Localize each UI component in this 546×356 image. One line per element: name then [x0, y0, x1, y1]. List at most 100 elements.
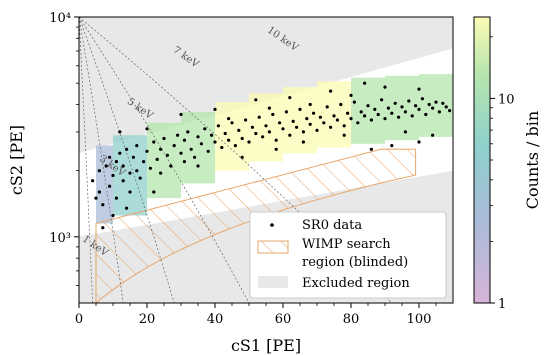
data-point: [332, 114, 336, 118]
data-point: [159, 147, 163, 151]
wimp-search-region: [95, 148, 417, 303]
data-point: [135, 144, 139, 148]
data-point: [342, 133, 346, 137]
y-axis-label: cS2 [PE]: [7, 125, 26, 195]
data-point: [376, 112, 380, 117]
data-point: [230, 121, 234, 125]
legend-label-excluded: Excluded region: [302, 276, 410, 291]
data-point: [397, 115, 401, 119]
data-point: [179, 151, 183, 155]
colorbar-gradient: [473, 16, 491, 304]
data-point: [125, 206, 129, 210]
data-point: [152, 190, 156, 194]
data-point: [233, 144, 237, 148]
data-point: [237, 128, 241, 132]
data-point: [101, 203, 105, 207]
data-point: [97, 190, 101, 194]
energy-contour: [79, 17, 93, 303]
data-point: [281, 127, 285, 131]
data-point: [213, 107, 217, 111]
data-point: [128, 171, 132, 175]
data-point: [410, 114, 414, 118]
data-point: [165, 153, 169, 157]
data-point: [189, 147, 193, 151]
data-point: [199, 142, 203, 146]
colorbar-tick-label: 10: [498, 92, 515, 107]
data-point: [250, 125, 254, 129]
data-point: [301, 140, 305, 144]
data-point: [431, 106, 435, 110]
data-point: [390, 144, 394, 148]
data-point: [114, 196, 118, 200]
data-point: [142, 160, 146, 164]
data-point: [434, 100, 438, 104]
data-point: [274, 147, 278, 151]
data-point: [179, 112, 183, 117]
data-point: [444, 105, 448, 109]
data-point: [254, 131, 258, 136]
x-tick-label: 100: [407, 312, 432, 327]
data-point: [403, 110, 407, 114]
data-point: [393, 101, 397, 105]
data-point: [135, 169, 139, 173]
data-point: [227, 117, 231, 121]
heatmap-bin: [215, 102, 249, 171]
legend-label-wimp-1: WIMP search: [302, 237, 391, 252]
x-tick-label: 20: [139, 312, 156, 327]
data-point: [182, 160, 186, 164]
data-point: [176, 133, 180, 137]
colorbar-label: Counts / bin: [523, 111, 542, 209]
data-point: [359, 110, 363, 114]
data-point: [380, 98, 384, 102]
data-point: [386, 106, 390, 110]
data-point: [152, 140, 156, 144]
data-point: [104, 164, 108, 168]
data-point: [441, 101, 445, 105]
data-point: [291, 119, 295, 123]
data-point: [145, 149, 149, 153]
data-point: [349, 93, 353, 97]
data-point: [403, 130, 407, 134]
data-point: [125, 147, 129, 151]
data-point: [108, 155, 112, 159]
data-point: [417, 87, 421, 91]
data-point: [301, 130, 305, 134]
heatmap-bin: [283, 87, 317, 154]
data-point: [118, 130, 122, 134]
data-point: [335, 118, 339, 122]
data-point: [206, 149, 210, 153]
data-point: [400, 105, 404, 109]
colorbar-tick-label: 1: [498, 297, 506, 312]
data-point: [162, 136, 166, 141]
data-point: [101, 226, 105, 230]
data-point: [312, 111, 316, 115]
data-point: [148, 166, 152, 170]
data-point: [203, 127, 207, 131]
heatmap-bin: [351, 77, 385, 144]
data-point: [196, 164, 200, 168]
y-tick-label: 10³: [49, 231, 71, 246]
energy-contour: [79, 17, 250, 303]
data-point: [278, 121, 282, 125]
data-point: [274, 138, 278, 142]
data-point: [308, 102, 312, 107]
data-point: [182, 138, 186, 142]
x-tick-label: 60: [275, 312, 292, 327]
data-point: [407, 99, 411, 103]
colorbar-ticks: 1 10: [490, 36, 515, 312]
data-point: [288, 133, 292, 137]
data-point: [121, 164, 125, 168]
data-point: [373, 107, 377, 111]
data-point: [220, 145, 224, 150]
data-point: [369, 147, 373, 151]
data-point: [138, 176, 142, 180]
legend-label-sr0: SR0 data: [302, 218, 362, 233]
data-point: [318, 115, 322, 119]
data-point: [322, 121, 326, 125]
data-point: [288, 96, 292, 100]
data-point: [128, 190, 132, 194]
legend-label-wimp-2: region (blinded): [302, 255, 408, 270]
y-axis: 10³ 10⁴: [49, 11, 79, 286]
heatmap-bin: [113, 135, 147, 216]
